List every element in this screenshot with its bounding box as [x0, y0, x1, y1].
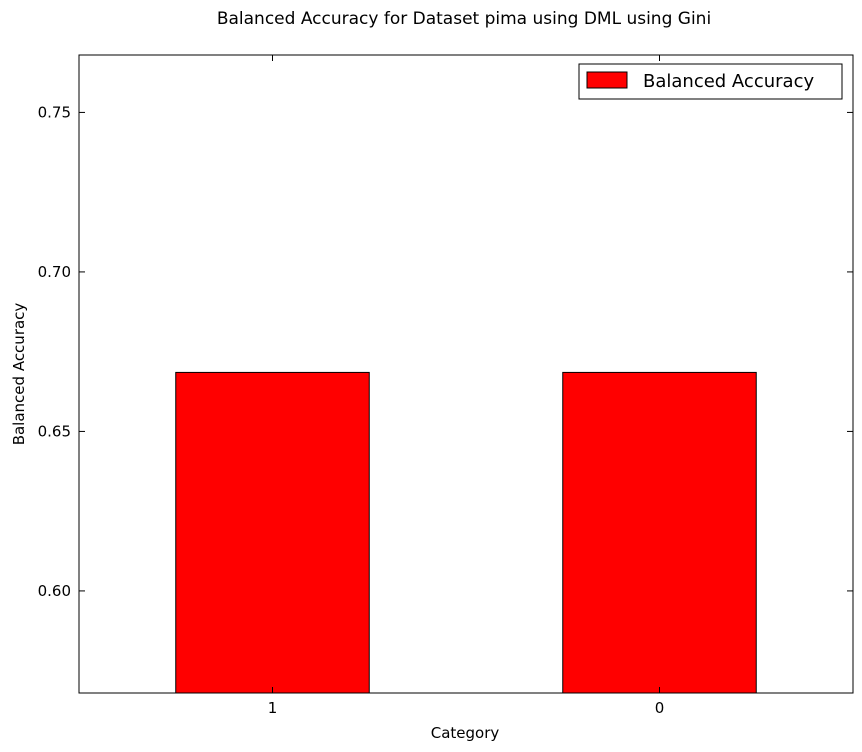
y-tick-label: 0.65	[38, 422, 71, 440]
bar-1	[175, 371, 370, 694]
y-axis-label: Balanced Accuracy	[10, 303, 28, 446]
ticks-group: 1 0 0.60 0.65 0.70 0.75	[38, 55, 853, 717]
y-tick-label: 0.60	[38, 582, 71, 600]
chart-title: Balanced Accuracy for Dataset pima using…	[217, 9, 711, 29]
plot-frame	[78, 54, 854, 694]
y-tick-label: 0.75	[38, 103, 71, 121]
x-axis-label: Category	[431, 724, 500, 742]
x-tick-label: 1	[268, 699, 278, 717]
bar-0	[562, 371, 757, 694]
legend: Balanced Accuracy	[578, 63, 843, 100]
bars-group	[175, 371, 757, 694]
y-tick-label: 0.70	[38, 263, 71, 281]
legend-label: Balanced Accuracy	[643, 71, 814, 92]
x-tick-label: 0	[655, 699, 665, 717]
legend-swatch	[586, 71, 628, 89]
